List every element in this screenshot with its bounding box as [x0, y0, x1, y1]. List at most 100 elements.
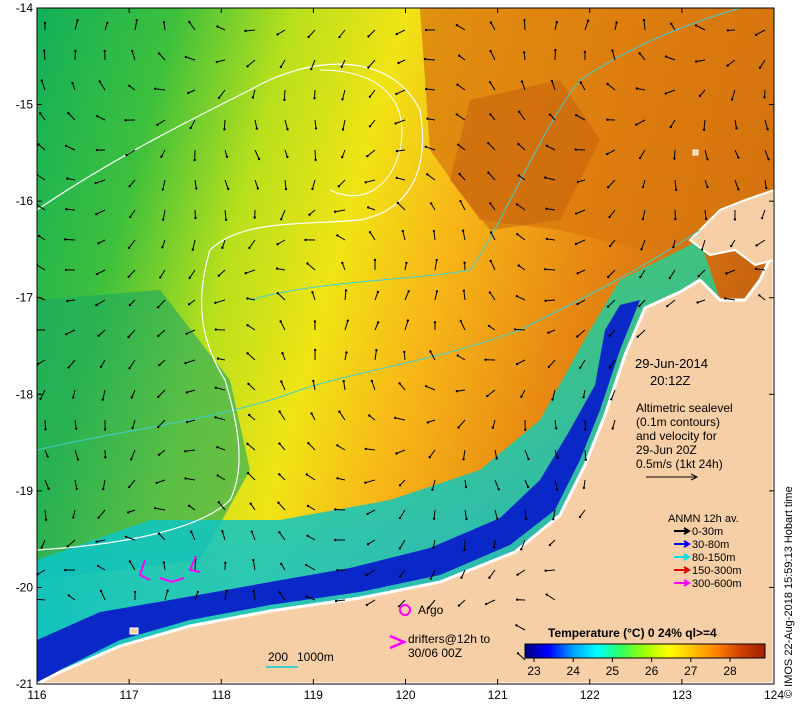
velocity-arrow: [551, 80, 556, 91]
velocity-arrow-head: [283, 98, 286, 102]
velocity-arrow-head: [280, 218, 283, 221]
velocity-arrow-head: [97, 516, 100, 519]
velocity-arrow-head: [94, 181, 97, 185]
velocity-arrow-head: [426, 173, 429, 176]
velocity-arrow: [524, 449, 529, 460]
velocity-arrow-head: [34, 598, 36, 600]
velocity-arrow: [224, 179, 229, 190]
velocity-arrow: [335, 509, 346, 511]
velocity-arrow: [494, 509, 498, 519]
velocity-arrow-head: [670, 22, 673, 25]
velocity-arrow-head: [516, 233, 519, 236]
shelf-contour-line: [249, 8, 741, 301]
velocity-arrow: [545, 177, 556, 181]
velocity-arrow: [247, 352, 256, 361]
velocity-arrow-head: [435, 290, 439, 293]
velocity-arrow-head: [214, 386, 217, 389]
velocity-arrow: [399, 539, 406, 549]
velocity-arrow: [577, 329, 586, 337]
velocity-arrow-head: [64, 144, 68, 148]
velocity-arrow-head: [608, 366, 612, 369]
velocity-arrow: [158, 449, 166, 456]
x-tick-label: 116: [27, 688, 46, 702]
velocity-arrow: [224, 590, 228, 601]
velocity-arrow-head: [214, 416, 217, 419]
velocity-arrow: [307, 263, 316, 271]
velocity-arrow: [306, 595, 316, 601]
velocity-arrow-head: [276, 243, 279, 246]
velocity-arrow-head: [425, 28, 428, 32]
velocity-arrow: [579, 509, 586, 518]
velocity-arrow: [575, 239, 586, 245]
velocity-arrow: [277, 268, 286, 271]
velocity-arrow: [516, 295, 526, 301]
velocity-arrow: [279, 411, 286, 421]
velocity-arrow: [104, 22, 108, 31]
velocity-arrow: [277, 292, 286, 301]
x-tick-label: 118: [212, 688, 231, 702]
velocity-arrow: [96, 299, 106, 306]
velocity-arrow: [521, 81, 526, 91]
velocity-arrow: [577, 269, 586, 274]
velocity-arrow: [194, 591, 199, 601]
velocity-arrow-head: [247, 382, 250, 386]
velocity-arrow-head: [312, 379, 315, 383]
velocity-arrow: [396, 149, 406, 152]
velocity-arrow: [369, 89, 376, 98]
velocity-arrow-head: [398, 547, 401, 550]
velocity-arrow-head: [455, 113, 458, 116]
velocity-arrow-head: [706, 158, 709, 161]
velocity-arrow: [247, 472, 256, 481]
velocity-arrow: [434, 260, 438, 271]
velocity-arrow: [366, 569, 376, 576]
velocity-arrow-head: [184, 361, 187, 365]
velocity-arrow-head: [338, 410, 341, 413]
velocity-arrow: [758, 294, 766, 301]
velocity-arrow: [308, 29, 316, 38]
velocity-arrow: [224, 209, 227, 220]
velocity-arrow-head: [185, 332, 188, 335]
velocity-arrow-head: [130, 396, 133, 399]
velocity-arrow-head: [489, 231, 493, 234]
velocity-arrow-head: [188, 20, 191, 24]
y-tick-label: -19: [16, 484, 34, 498]
velocity-arrow-head: [429, 577, 433, 580]
velocity-arrow-head: [642, 18, 646, 22]
velocity-arrow-head: [423, 57, 427, 61]
velocity-arrow-head: [311, 291, 314, 294]
velocity-arrow: [368, 29, 376, 37]
velocity-arrow-head: [246, 65, 249, 68]
velocity-arrow-head: [66, 545, 69, 548]
velocity-arrow: [187, 419, 196, 423]
velocity-arrow-head: [127, 335, 130, 339]
velocity-arrow-head: [433, 321, 437, 324]
velocity-arrow: [368, 415, 376, 421]
velocity-arrow: [307, 535, 316, 541]
velocity-arrow: [523, 20, 526, 31]
velocity-arrow-head: [74, 49, 77, 53]
altimetry-note-line: 29-Jun 20Z: [636, 443, 697, 457]
velocity-arrow-head: [334, 599, 338, 603]
velocity-arrow: [188, 89, 196, 94]
velocity-arrow-head: [185, 391, 188, 394]
velocity-arrow: [456, 389, 466, 392]
velocity-arrow: [610, 389, 616, 400]
velocity-arrow-head: [520, 548, 523, 551]
velocity-arrow: [215, 387, 226, 391]
velocity-arrow: [755, 268, 766, 271]
velocity-arrow: [307, 505, 316, 511]
velocity-arrow: [426, 173, 436, 181]
velocity-arrow: [549, 114, 556, 121]
velocity-arrow-head: [611, 49, 614, 52]
velocity-arrow-head: [579, 81, 582, 84]
velocity-arrow-head: [337, 185, 340, 188]
y-tick-label: -20: [16, 580, 34, 594]
velocity-arrow: [335, 209, 346, 213]
velocity-arrow: [218, 269, 226, 277]
velocity-arrow: [278, 473, 286, 481]
velocity-arrow: [520, 389, 526, 398]
velocity-arrow: [458, 55, 466, 61]
velocity-arrow-head: [765, 186, 768, 190]
velocity-arrow: [643, 20, 646, 31]
velocity-arrow-head: [281, 352, 284, 355]
